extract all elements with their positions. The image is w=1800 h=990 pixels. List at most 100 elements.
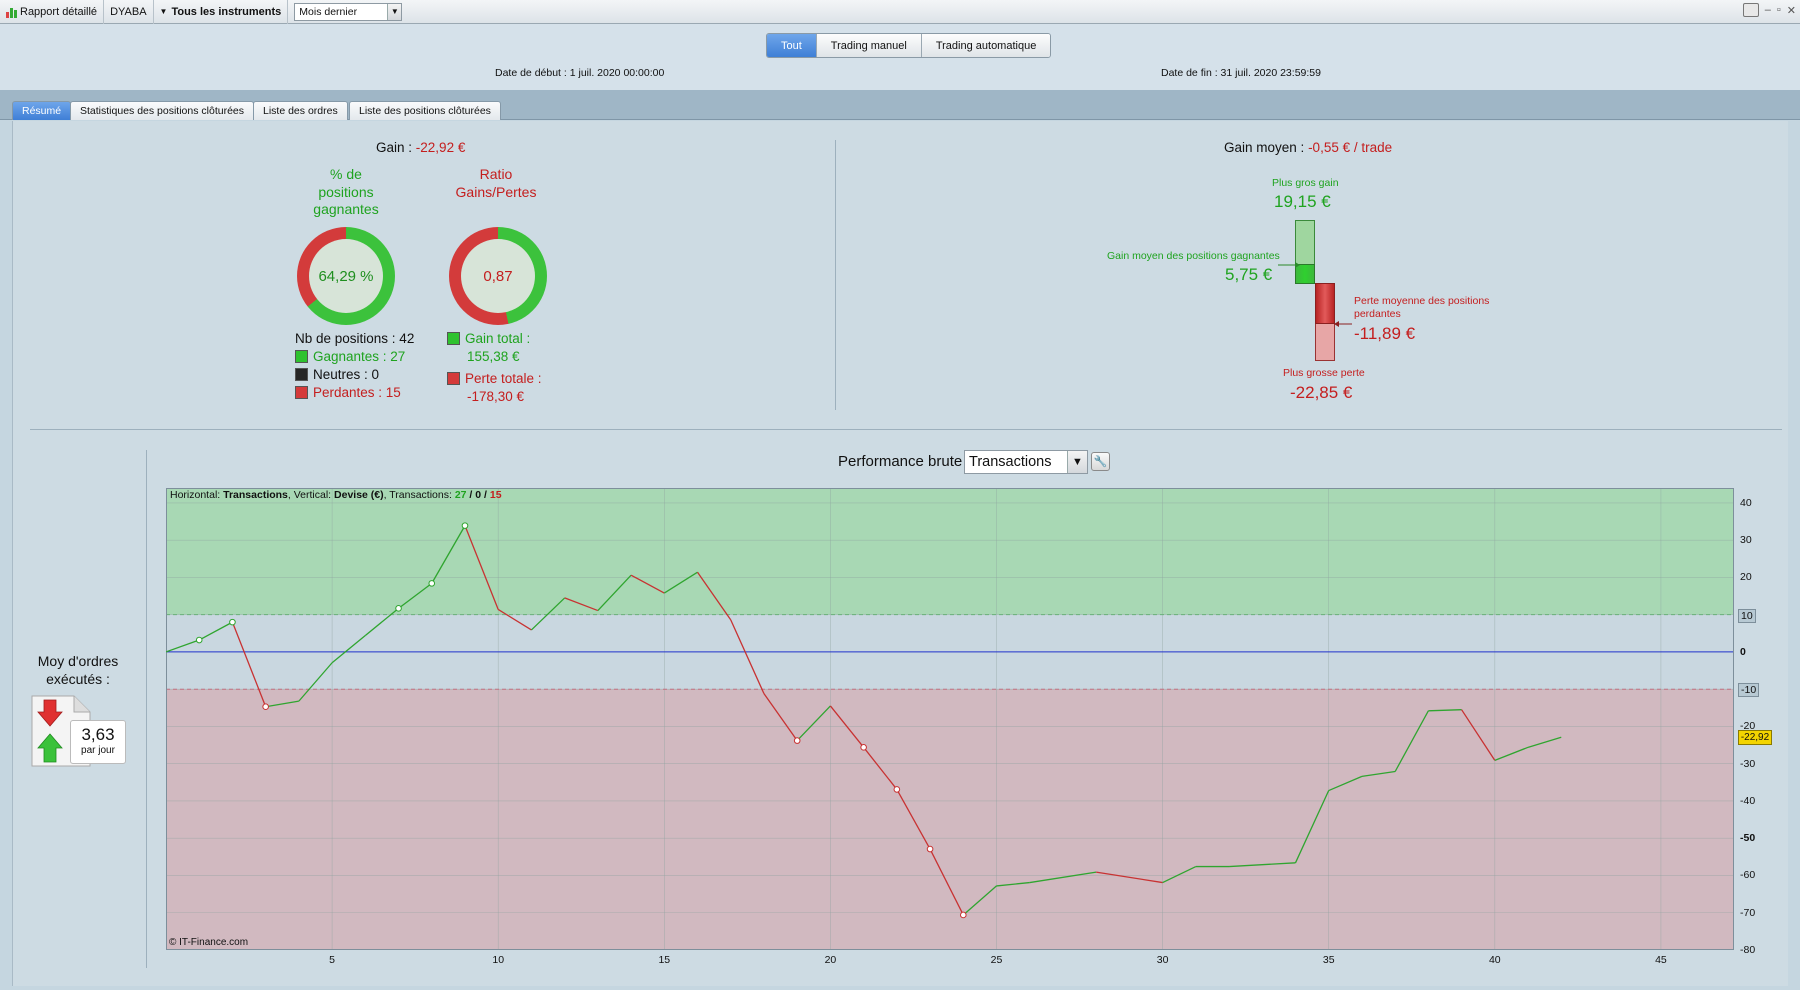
tab-bar: Résumé Statistiques des positions clôtur… bbox=[0, 90, 1800, 120]
y-tick-label: -20 bbox=[1740, 720, 1756, 733]
tab-summary[interactable]: Résumé bbox=[12, 101, 72, 120]
series-segment bbox=[829, 705, 865, 748]
series-segment bbox=[464, 525, 499, 610]
performance-axis-select[interactable]: Transactions ▼ bbox=[964, 450, 1088, 474]
print-icon[interactable] bbox=[1742, 3, 1759, 17]
series-point bbox=[926, 845, 934, 853]
instruments-dropdown[interactable]: ▼ Tous les instruments bbox=[154, 0, 289, 24]
biggest-gain-value: 19,15 € bbox=[1274, 192, 1331, 211]
y-tick-label: 20 bbox=[1740, 571, 1752, 584]
start-date: Date de début : 1 juil. 2020 00:00:00 bbox=[495, 67, 664, 79]
orders-avg-value-box: 3,63 par jour bbox=[70, 720, 126, 764]
series-point bbox=[229, 618, 236, 626]
losers-count: Perdantes : 15 bbox=[313, 385, 401, 400]
orders-avg-label-1: Moy d'ordres bbox=[37, 653, 119, 669]
losers-row: Perdantes : 15 bbox=[295, 384, 414, 402]
mode-auto-button[interactable]: Trading automatique bbox=[921, 34, 1051, 57]
avg-gain-label: Gain moyen : bbox=[1224, 140, 1305, 155]
avg-loss-label-1: Perte moyenne des positions bbox=[1354, 295, 1490, 307]
orders-avg-card: 3,63 par jour bbox=[30, 694, 128, 768]
series-segment bbox=[863, 746, 898, 790]
info-h-value: Transactions bbox=[223, 489, 288, 501]
minimize-icon[interactable]: – bbox=[1764, 4, 1771, 16]
total-gain-row: Gain total : bbox=[447, 330, 542, 348]
report-title-label: Rapport détaillé bbox=[20, 5, 98, 18]
chevron-down-icon[interactable]: ▼ bbox=[1067, 451, 1087, 473]
biggest-loss-value: -22,85 € bbox=[1290, 383, 1353, 402]
tab-orders[interactable]: Liste des ordres bbox=[253, 101, 348, 120]
avg-gain-value: -0,55 € / trade bbox=[1308, 140, 1393, 155]
losers-swatch bbox=[295, 386, 308, 399]
ratio-value: 0,87 bbox=[461, 239, 535, 313]
series-segment bbox=[298, 662, 333, 702]
restore-icon[interactable]: ▫ bbox=[1776, 4, 1781, 16]
report-title[interactable]: Rapport détaillé bbox=[0, 0, 105, 24]
avg-gain-title: Gain moyen : -0,55 € / trade bbox=[1224, 140, 1392, 155]
series-segment bbox=[597, 574, 632, 612]
value-pointer-arrows bbox=[1278, 262, 1352, 327]
info-sep-2: / bbox=[481, 489, 490, 501]
filter-header: Tout Trading manuel Trading automatique … bbox=[0, 24, 1800, 90]
tab-closed-stats[interactable]: Statistiques des positions clôturées bbox=[70, 101, 255, 120]
win-rate-title-3: gagnantes bbox=[313, 201, 379, 217]
ratio-title-2: Gains/Pertes bbox=[455, 183, 537, 200]
series-segment bbox=[1361, 770, 1396, 778]
win-rate-donut: 64,29 % bbox=[297, 227, 395, 325]
mode-all-button[interactable]: Tout bbox=[767, 34, 817, 57]
series-segment bbox=[1461, 709, 1496, 761]
chart-info-line: Horizontal: Transactions, Vertical: Devi… bbox=[170, 489, 502, 501]
series-point bbox=[860, 744, 867, 751]
win-rate-value: 64,29 % bbox=[309, 239, 383, 313]
series-segment bbox=[1394, 710, 1429, 772]
mode-manual-button[interactable]: Trading manuel bbox=[816, 34, 922, 57]
vertical-divider bbox=[835, 140, 836, 410]
chevron-down-icon[interactable]: ▼ bbox=[387, 3, 402, 20]
wrench-icon[interactable]: 🔧 bbox=[1091, 452, 1110, 471]
y-tick-label: 0 bbox=[1740, 645, 1746, 658]
total-gain-value: 155,38 € bbox=[467, 349, 520, 364]
series-segment bbox=[1328, 775, 1363, 792]
series-segment bbox=[796, 705, 831, 742]
avg-loss-bar bbox=[1315, 283, 1335, 324]
instruments-label: Tous les instruments bbox=[171, 5, 282, 18]
y-tick-label: -30 bbox=[1740, 757, 1756, 770]
y-tick-label: -10 bbox=[1738, 683, 1760, 698]
win-rate-title-1: % de bbox=[330, 166, 362, 182]
series-segment bbox=[431, 525, 466, 584]
series-segment bbox=[364, 607, 399, 637]
info-v-value: Devise (€) bbox=[334, 489, 384, 501]
series-point bbox=[395, 605, 402, 612]
ratio-title: Ratio Gains/Pertes bbox=[436, 166, 556, 201]
gain-summary: Gain : -22,92 € bbox=[376, 140, 465, 155]
info-v-label: , Vertical: bbox=[287, 489, 332, 501]
series-segment bbox=[996, 881, 1030, 887]
x-tick-label: 5 bbox=[329, 954, 336, 966]
close-icon[interactable]: ✕ bbox=[1786, 4, 1796, 17]
account-label[interactable]: DYABA bbox=[104, 0, 154, 24]
period-value: Mois dernier bbox=[299, 5, 358, 18]
series-segment bbox=[166, 639, 200, 653]
positions-count: Nb de positions : 42 bbox=[295, 331, 415, 346]
x-tick-label: 40 bbox=[1488, 954, 1501, 966]
total-loss-label: Perte totale : bbox=[465, 371, 542, 386]
chart-border bbox=[166, 488, 1734, 950]
x-tick-label: 35 bbox=[1322, 954, 1335, 966]
series-point bbox=[959, 911, 967, 919]
tab-closed-positions[interactable]: Liste des positions clôturées bbox=[349, 101, 501, 120]
trading-mode-toggle: Tout Trading manuel Trading automatique bbox=[766, 33, 1052, 58]
y-tick-label: -60 bbox=[1740, 869, 1756, 882]
top-toolbar: Rapport détaillé DYABA ▼ Tous les instru… bbox=[0, 0, 1800, 24]
report-chart-icon bbox=[6, 6, 17, 18]
orders-avg-unit: par jour bbox=[81, 745, 115, 756]
series-segment bbox=[1029, 871, 1097, 884]
series-segment bbox=[730, 619, 765, 694]
ratio-title-1: Ratio bbox=[479, 166, 513, 182]
window-controls: – ▫ ✕ bbox=[1742, 3, 1796, 17]
series-segment bbox=[663, 571, 698, 594]
total-gain-label: Gain total : bbox=[465, 331, 531, 346]
period-select[interactable]: Mois dernier ▼ bbox=[294, 2, 403, 21]
y-tick-label: -80 bbox=[1740, 944, 1756, 956]
orders-avg-label-2: exécutés : bbox=[46, 671, 110, 687]
performance-title: Performance brute bbox=[838, 453, 963, 470]
gain-label: Gain : bbox=[376, 140, 413, 155]
